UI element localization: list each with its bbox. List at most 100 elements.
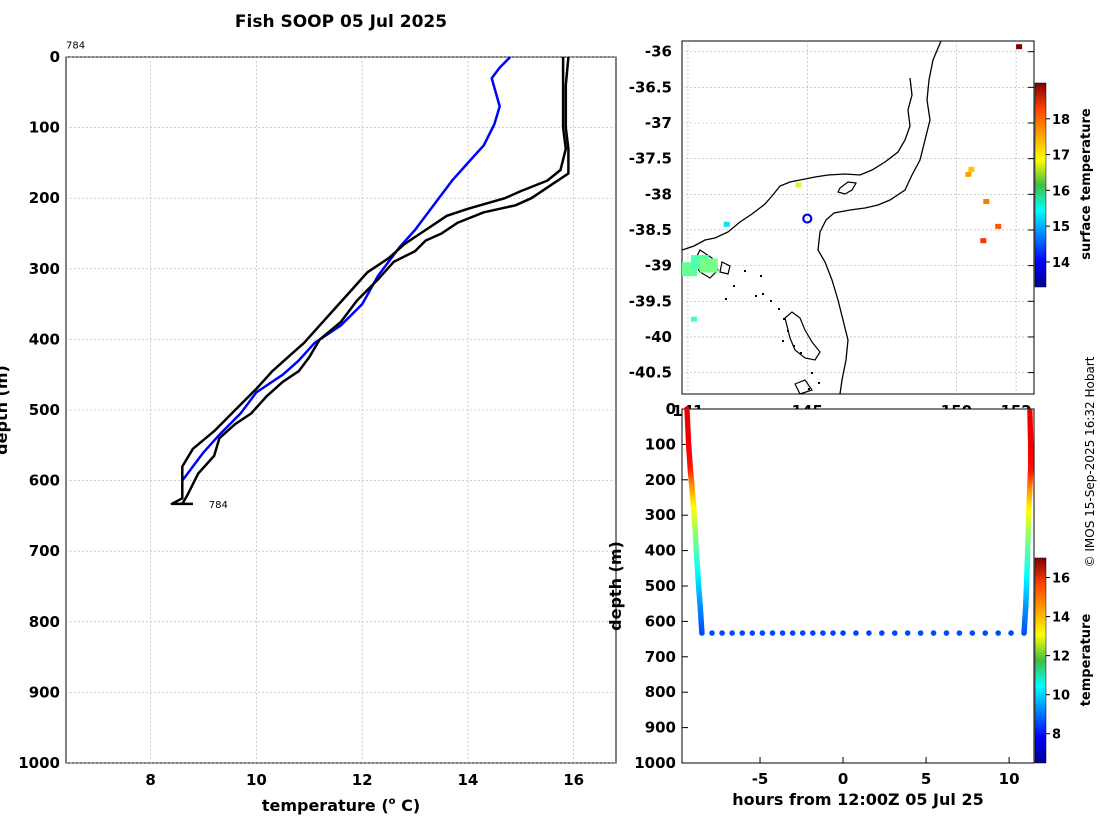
sst-patch: [723, 221, 730, 227]
map-colorbar: [1034, 82, 1047, 288]
section-y-tick-label: 300: [645, 506, 676, 524]
profile-line-climatology: [181, 56, 512, 482]
section-point-bottom: [866, 630, 872, 636]
coastline-dot: [800, 352, 802, 354]
profile-annotation: 784: [66, 40, 85, 51]
map-panel: 141145150152 -36-36.5-37-37.5-38-38.5-39…: [629, 40, 1094, 420]
section-point-bottom: [995, 630, 1001, 636]
map-y-tick-label: -38.5: [629, 221, 672, 239]
section-point-bottom: [810, 630, 816, 636]
map-colorbar-tick-label: 16: [1052, 184, 1070, 199]
coastline-dot: [818, 382, 820, 384]
profile-y-tick-label: 500: [29, 401, 60, 419]
map-colorbar-tick-label: 17: [1052, 149, 1070, 164]
section-point-bottom: [739, 630, 746, 636]
map-y-tick-label: -36.5: [629, 78, 672, 96]
profile-y-tick-label: 300: [29, 260, 60, 278]
profile-x-tick-label: 8: [145, 771, 155, 789]
map-y-tick-label: -38: [645, 185, 672, 203]
sst-patch: [690, 316, 697, 322]
profile-grid: [66, 56, 616, 764]
section-point-bottom: [956, 630, 963, 636]
profile-y-ticks: 0 100 200 300 400 500 600 700 800 900 1000: [18, 48, 60, 772]
map-y-tick-label: -37.5: [629, 150, 672, 168]
section-point-bottom: [917, 630, 924, 636]
profile-y-tick-label: 600: [29, 472, 60, 490]
section-colorbar-tick-label: 16: [1052, 572, 1070, 587]
profile-x-tick-label: 12: [352, 771, 373, 789]
profile-x-tick-label: 16: [563, 771, 584, 789]
section-point-bottom: [853, 630, 859, 636]
profile-y-tick-label: 100: [29, 119, 60, 137]
profile-y-tick-label: 700: [29, 542, 60, 560]
section-x-tick-label: 0: [838, 770, 848, 788]
coastline-victoria: [682, 77, 913, 251]
coastline-dot: [787, 330, 789, 332]
section-point-bottom: [820, 630, 826, 636]
sst-patch: [699, 258, 718, 273]
section-point-bottom: [769, 630, 776, 636]
deployment-location-marker: [802, 213, 813, 224]
section-y-tick-label: 900: [645, 719, 676, 737]
map-colorbar-label: surface temperature: [1079, 108, 1094, 260]
sst-patch: [968, 166, 975, 172]
section-point-bottom: [879, 630, 885, 636]
coastline-dot: [811, 372, 813, 374]
profile-y-tick-label: 0: [50, 48, 60, 66]
section-x-ticks: -5 0 5 10: [752, 757, 1020, 788]
map-y-tick-label: -39: [645, 257, 672, 275]
section-y-tick-label: 800: [645, 683, 676, 701]
profile-line-xbt_up: [170, 57, 568, 506]
sst-patch: [795, 182, 802, 188]
coastline-dot: [778, 308, 780, 310]
profile-y-tick-label: 800: [29, 613, 60, 631]
section-points: [684, 406, 1034, 636]
coastline-dot: [808, 388, 810, 390]
section-panel: -5 0 5 10 01002003004005006007008009001000 …: [606, 400, 1094, 809]
coastline-dot: [783, 318, 785, 320]
profile-y-tick-label: 1000: [18, 754, 60, 772]
section-point-bottom: [749, 630, 756, 636]
section-y-tick-label: 400: [645, 542, 676, 560]
coastline-dot: [725, 298, 727, 300]
section-y-tick-label: 200: [645, 471, 676, 489]
map-grid: [682, 41, 1034, 394]
profile-y-tick-label: 900: [29, 683, 60, 701]
section-point-bottom: [969, 630, 976, 636]
section-colorbar-tick-label: 14: [1052, 611, 1070, 626]
sst-patch: [1016, 44, 1023, 50]
section-point-bottom: [830, 630, 836, 636]
section-y-tick-label: 600: [645, 612, 676, 630]
map-y-tick-label: -36: [645, 43, 672, 61]
coastline-eastern-victoria-nsw: [817, 41, 942, 394]
profile-axes-frame: [65, 56, 617, 764]
coastline-dot: [755, 295, 757, 297]
section-point-bottom: [943, 630, 950, 636]
section-y-tick-label: 500: [645, 577, 676, 595]
coastline-dot: [793, 345, 795, 347]
credit-text: © IMOS 15-Sep-2025 16:32 Hobart: [1083, 356, 1097, 567]
section-colorbar: [1034, 557, 1047, 764]
section-point-bottom: [930, 630, 937, 636]
section-point-up: [1027, 408, 1033, 415]
profile-x-tick-label: 10: [246, 771, 267, 789]
section-axes-frame: [681, 408, 1035, 764]
coastline-dot: [760, 275, 762, 277]
section-y-tick-label-top: 0: [666, 400, 676, 418]
map-colorbar-tick-label: 14: [1052, 256, 1070, 271]
section-point-bottom: [982, 630, 989, 636]
section-point-bottom: [1008, 630, 1014, 636]
map-y-tick-label: -39.5: [629, 292, 672, 310]
profile-panel: 8 10 12 14 16 0 100 200 300 400 500 600 700 800 900 10…: [0, 40, 617, 815]
section-point-bottom: [789, 630, 796, 636]
section-point-bottom: [891, 630, 898, 636]
profile-y-tick-label: 200: [29, 189, 60, 207]
sst-patch: [980, 238, 987, 244]
section-y-tick-label: 100: [645, 435, 676, 453]
section-y-tick-label: 1000: [634, 754, 676, 772]
map-colorbar-tick-label: 15: [1052, 220, 1070, 235]
section-colorbar-tick-label: 10: [1052, 689, 1070, 704]
section-colorbar-tick-label: 12: [1052, 650, 1070, 665]
section-point-bottom: [759, 630, 766, 636]
